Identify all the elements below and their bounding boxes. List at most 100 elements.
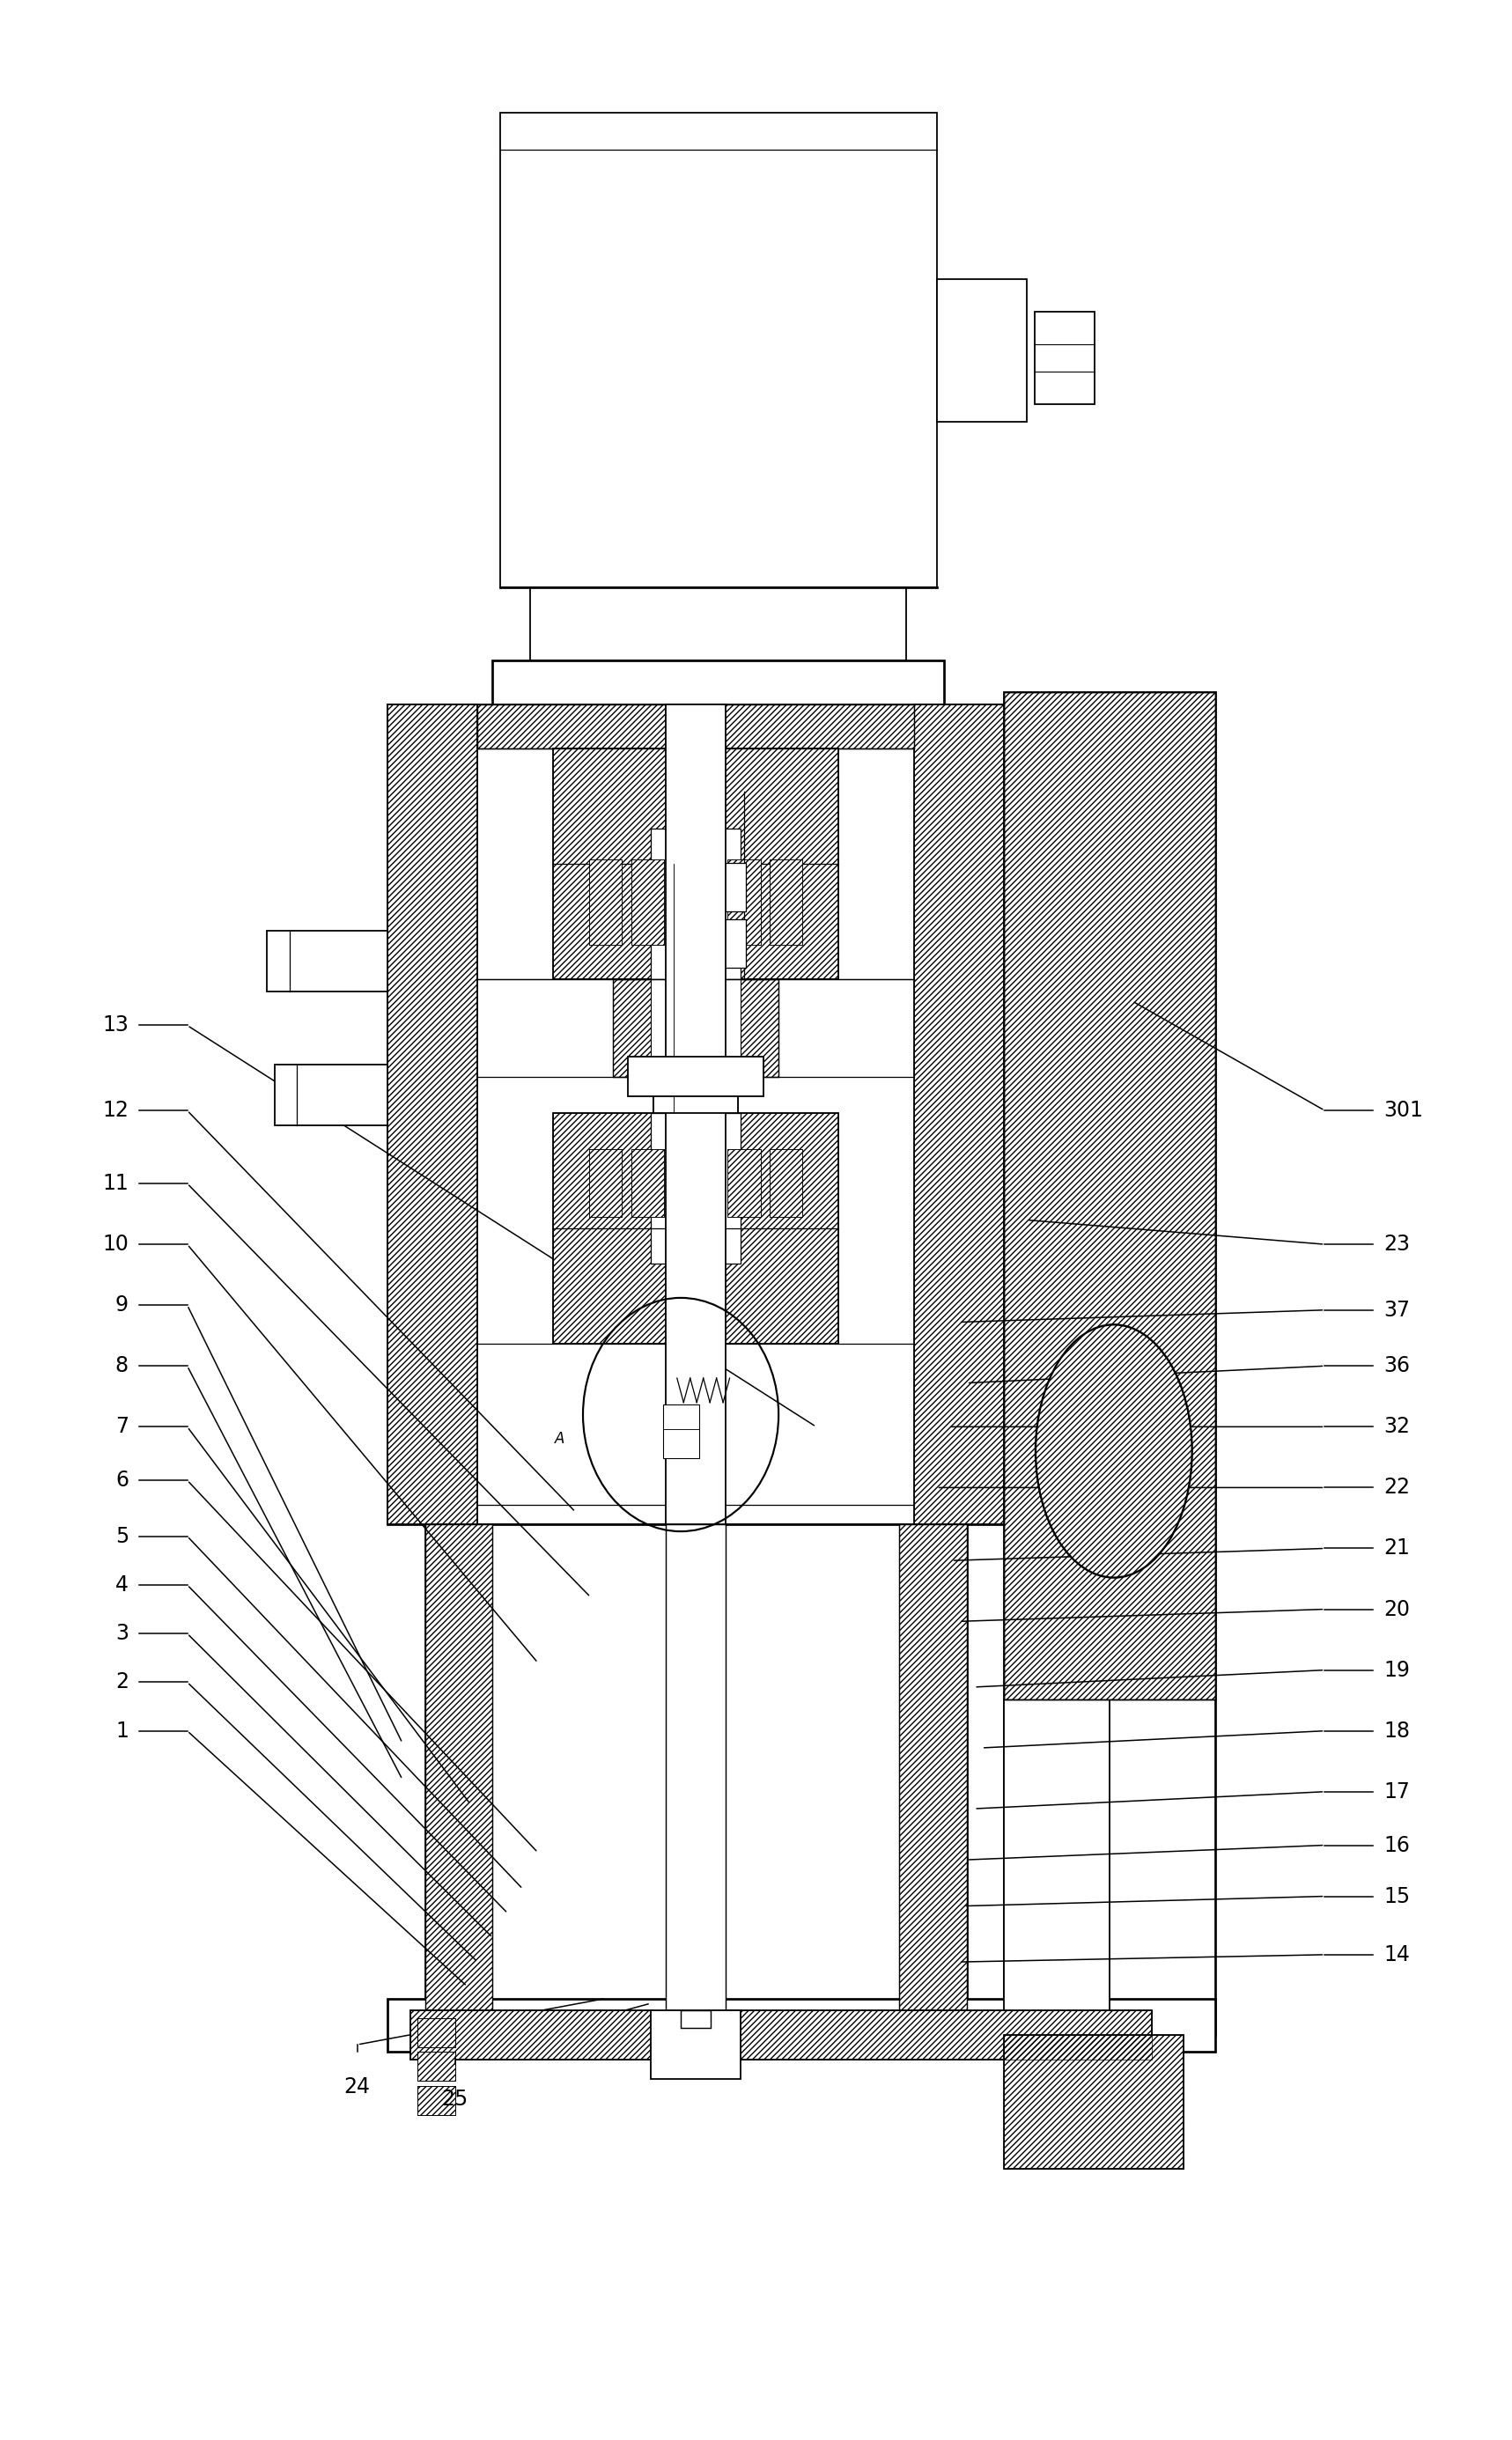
Text: 18: 18 [1383,1720,1409,1742]
Bar [478,705,913,749]
Bar [410,2011,653,2059]
Bar [631,859,664,944]
Bar [612,978,779,1076]
Text: 36: 36 [1383,1354,1409,1376]
Text: 12: 12 [103,1100,129,1120]
Text: 23: 23 [1383,1235,1409,1254]
Text: 2: 2 [115,1671,129,1693]
Text: 32: 32 [1383,1415,1409,1437]
Bar [387,1998,1216,2052]
Text: 7: 7 [115,1415,129,1437]
Bar [425,1525,966,2011]
Bar [1004,2035,1184,2169]
Text: 301: 301 [1383,1100,1423,1120]
Text: 1: 1 [115,1720,129,1742]
Bar [1034,312,1095,405]
Bar [387,705,478,1525]
Bar [631,859,664,944]
Bar [590,859,621,944]
Bar [727,859,761,944]
Bar [718,864,745,913]
Bar [662,1405,699,1459]
Text: 8: 8 [115,1354,129,1376]
Text: 16: 16 [1383,1835,1409,1857]
Bar [417,2086,455,2115]
Text: 22: 22 [1383,1476,1409,1498]
Bar [650,978,741,1076]
Bar [706,2011,1152,2059]
Bar [590,1149,621,1218]
Bar [770,859,803,944]
Bar [1004,693,1216,1698]
Text: 14: 14 [1383,1945,1409,1964]
Bar [500,112,936,588]
Bar [417,2018,455,2047]
Text: 25: 25 [442,2089,469,2111]
Bar [417,2052,455,2081]
Bar [612,978,779,1076]
Bar [631,1149,664,1218]
Bar [770,859,803,944]
Bar [417,2018,455,2047]
Bar [936,278,1027,422]
Bar [493,661,943,705]
Bar [553,1113,839,1344]
Bar [268,930,387,991]
Text: 37: 37 [1383,1301,1409,1320]
Text: 3: 3 [115,1623,129,1645]
Bar [1004,693,1216,2035]
Bar [553,749,839,978]
Text: 11: 11 [103,1174,129,1193]
Text: 15: 15 [1383,1886,1411,1906]
Bar [275,1064,387,1125]
Bar [531,588,907,661]
Text: A: A [555,1430,565,1447]
Bar [770,1149,803,1218]
Text: 21: 21 [1383,1537,1409,1559]
Bar [665,1525,726,2011]
Bar [627,1057,764,1096]
Bar [727,859,761,944]
Bar [653,1076,738,1113]
Bar [706,2011,1152,2059]
Bar [900,1525,966,2011]
Bar [553,1113,839,1344]
Bar [417,2052,455,2081]
Bar [425,1525,493,2011]
Text: 20: 20 [1383,1598,1409,1620]
Bar [650,2011,741,2079]
Bar [387,705,1004,1525]
Text: 9: 9 [115,1296,129,1315]
Bar [410,2011,653,2059]
Bar [650,1113,741,1264]
Bar [913,705,1004,1525]
Bar [590,1149,621,1218]
Text: 24: 24 [345,2076,370,2098]
Bar [1004,2035,1184,2169]
Bar [650,830,741,978]
Bar [680,2011,711,2028]
Text: 6: 6 [115,1469,129,1491]
Bar [553,749,839,978]
Bar [727,1149,761,1218]
Text: 10: 10 [103,1235,129,1254]
Bar [770,1149,803,1218]
Bar [425,1525,493,2011]
Bar [387,705,478,1525]
Bar [900,1525,966,2011]
Bar [727,1149,761,1218]
Bar [590,859,621,944]
Text: 4: 4 [115,1574,129,1596]
Bar [1004,693,1216,1698]
Ellipse shape [1036,1325,1191,1579]
Text: 5: 5 [115,1525,129,1547]
Bar [631,1149,664,1218]
Bar [665,705,726,1525]
Bar [478,705,913,749]
Text: 17: 17 [1383,1781,1409,1803]
Text: 13: 13 [103,1015,129,1037]
Bar [1004,693,1216,1698]
Bar [653,1076,738,1113]
Bar [913,705,1004,1525]
Bar [718,920,745,969]
